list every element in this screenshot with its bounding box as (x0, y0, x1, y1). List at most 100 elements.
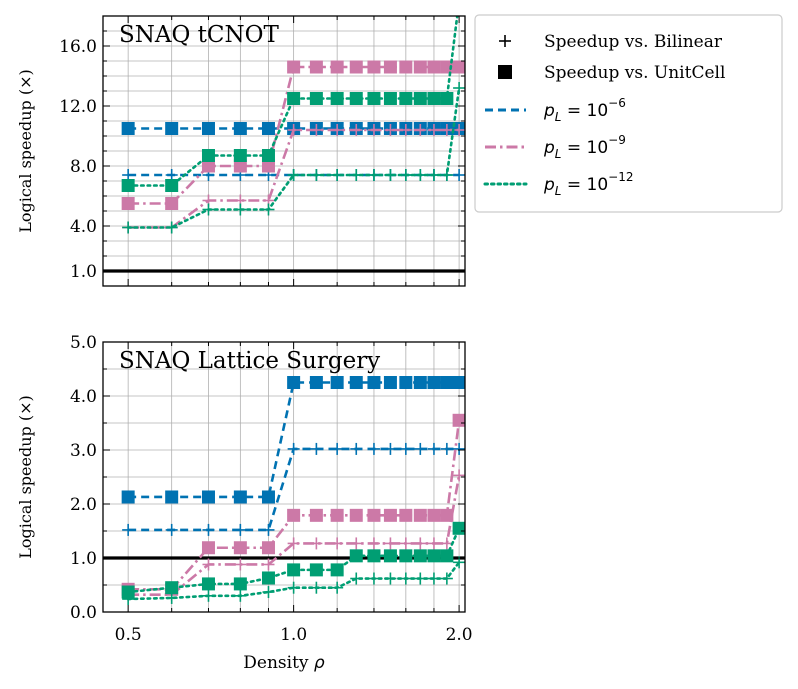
y-tick-label: 2.0 (70, 495, 97, 515)
data-point-plus (287, 169, 300, 181)
chart-panel-snaq-lattice-surgery: 0.0 1.0 2.0 3.0 4.0 5.0 0.5 1.0 2.0 Density ρ Logi… (16, 333, 473, 673)
y-tick-label: 12.0 (59, 97, 97, 117)
data-point-square (121, 585, 135, 599)
legend-frame (474, 14, 783, 213)
data-point-square (201, 122, 215, 135)
x-tick-label: 2.0 (446, 625, 473, 645)
data-point-plus (234, 523, 247, 536)
data-point-plus (122, 221, 135, 234)
data-point-plus (350, 442, 363, 455)
y-tick-label: 8.0 (70, 157, 97, 177)
data-point-plus (399, 537, 412, 550)
data-point-square (440, 92, 454, 105)
legend-entry: Speedup vs. Bilinear (499, 32, 723, 52)
data-point-plus (350, 169, 363, 181)
legend-label: pL = 10−12 (543, 170, 634, 198)
data-point-plus (310, 537, 323, 550)
legend-label: Speedup vs. Bilinear (544, 32, 723, 52)
data-point-plus (350, 537, 363, 550)
y-tick-label: 5.0 (70, 333, 97, 353)
data-point-plus (440, 124, 453, 136)
data-point-plus (453, 124, 465, 136)
data-point-square (349, 508, 363, 522)
grid (103, 16, 465, 286)
data-point-plus (367, 124, 380, 136)
data-point-square (287, 563, 301, 577)
data-point-plus (310, 581, 323, 594)
legend-entry: Speedup vs. UnitCell (498, 63, 725, 83)
data-point-square (261, 571, 275, 585)
data-point-square (330, 508, 344, 522)
data-point-plus (367, 572, 380, 585)
data-point-plus (399, 442, 412, 455)
data-point-plus (202, 558, 215, 571)
data-point-square (427, 549, 441, 563)
data-point-square (452, 60, 465, 74)
data-point-plus (122, 523, 135, 536)
data-point-square (367, 92, 381, 105)
data-point-plus (414, 442, 427, 455)
series-green-square (121, 521, 465, 599)
data-point-plus (310, 442, 323, 455)
data-point-square (413, 549, 427, 563)
series-pink-plus (122, 469, 465, 601)
data-point-plus (310, 124, 323, 136)
data-point-square (383, 376, 397, 389)
chart-title: SNAQ Lattice Surgery (119, 348, 380, 374)
plot-area (121, 0, 466, 234)
data-point-square (413, 92, 427, 105)
data-point-square (233, 541, 247, 555)
data-point-square (383, 508, 397, 522)
data-point-plus (331, 581, 344, 594)
data-point-plus (202, 203, 215, 216)
chart-panel-snaq-tcnot: 1.0 4.0 8.0 12.0 16.0 Logical speedup (×) SNAQ… (16, 0, 466, 287)
series-line (128, 65, 460, 205)
data-point-square (453, 0, 466, 8)
legend-entry: pL = 10−6 (485, 96, 626, 124)
data-point-square (121, 179, 135, 192)
legend-label: Speedup vs. UnitCell (544, 63, 725, 83)
data-point-plus (234, 589, 247, 602)
data-point-square (399, 92, 413, 105)
data-point-plus (440, 169, 453, 181)
data-point-square (233, 149, 247, 162)
data-point-square (330, 376, 344, 389)
data-point-square (330, 92, 344, 105)
data-point-square (287, 376, 301, 389)
data-point-plus (202, 589, 215, 602)
data-point-plus (414, 572, 427, 585)
data-point-plus (427, 572, 440, 585)
data-point-plus (384, 572, 397, 585)
data-point-plus (384, 442, 397, 455)
data-point-square (233, 490, 247, 504)
data-point-square (427, 376, 441, 389)
data-point-square (427, 60, 441, 74)
data-point-square (399, 60, 413, 74)
data-point-square (261, 490, 275, 504)
data-point-plus (202, 523, 215, 536)
data-point-square (261, 541, 275, 555)
data-point-square (165, 179, 179, 192)
data-point-plus (350, 124, 363, 136)
data-point-square (349, 376, 363, 389)
data-point-square (309, 92, 323, 105)
data-point-square (261, 122, 275, 135)
series-line (128, 447, 460, 532)
data-point-square (309, 508, 323, 522)
data-point-square (121, 122, 135, 135)
data-point-square (452, 521, 465, 535)
data-point-square (309, 563, 323, 577)
series-green-plus (122, 82, 465, 234)
series-line (126, 86, 461, 229)
data-point-square (399, 508, 413, 522)
data-point-plus (367, 169, 380, 181)
data-point-square (452, 413, 465, 427)
legend-entry: pL = 10−12 (483, 170, 634, 198)
data-point-square (440, 549, 454, 563)
data-point-plus (331, 169, 344, 181)
data-point-plus (453, 169, 465, 181)
series-blue-plus (122, 442, 465, 536)
y-tick-label: 4.0 (70, 217, 97, 237)
data-point-plus (287, 537, 300, 550)
data-point-plus (384, 169, 397, 181)
